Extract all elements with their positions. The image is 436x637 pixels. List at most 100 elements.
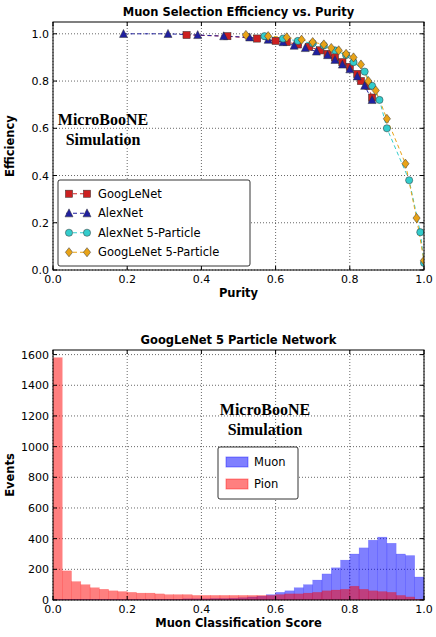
histogram-bar — [405, 556, 414, 600]
histogram-bar — [174, 595, 183, 600]
tick-mark — [53, 350, 54, 354]
histogram-bar — [322, 574, 331, 600]
legend-marker — [65, 229, 72, 236]
y-tick-label: 0.6 — [32, 122, 50, 135]
data-point — [220, 32, 228, 40]
tick-mark — [420, 385, 424, 386]
legend-marker — [65, 248, 72, 257]
histogram-bar — [127, 592, 136, 600]
legend-label: AlexNet — [98, 206, 143, 220]
tick-mark — [420, 446, 424, 447]
data-point — [420, 256, 424, 265]
tick-mark — [127, 350, 128, 354]
histogram-bar — [359, 589, 368, 600]
histogram-bar — [359, 548, 368, 600]
histogram-bar — [109, 591, 118, 600]
legend-marker — [83, 248, 90, 257]
histogram-bar — [378, 592, 387, 600]
histogram-bar — [378, 537, 387, 600]
grid-line — [53, 354, 424, 355]
histogram-bar — [164, 595, 173, 600]
data-point — [350, 53, 357, 62]
legend-label: Muon — [254, 455, 286, 469]
data-point — [402, 159, 409, 168]
histogram-bar — [136, 593, 145, 600]
data-point — [357, 60, 364, 69]
tick-mark — [349, 22, 350, 26]
tick-mark — [53, 538, 57, 539]
data-point — [328, 43, 335, 52]
histogram-bar — [201, 595, 210, 600]
plot-frame — [53, 350, 424, 600]
data-point — [372, 86, 379, 95]
histogram-bar — [72, 582, 81, 600]
tick-mark — [420, 33, 424, 34]
histogram-bar — [192, 595, 201, 600]
histogram-bar — [387, 592, 396, 600]
tick-mark — [53, 81, 57, 82]
histogram-bar — [294, 588, 303, 600]
histogram-bar — [341, 560, 350, 600]
annotation: Simulation — [228, 421, 303, 438]
histogram-bar — [266, 595, 275, 600]
plot-background — [53, 350, 424, 600]
data-point — [320, 40, 327, 49]
legend-marker — [65, 209, 73, 217]
histogram-bar — [350, 586, 359, 600]
histogram-bar — [99, 589, 108, 600]
tick-mark — [53, 415, 57, 416]
x-tick-label: 1.0 — [415, 603, 433, 616]
y-tick-label: 600 — [28, 502, 49, 515]
tick-mark — [420, 81, 424, 82]
y-tick-label: 400 — [28, 533, 49, 546]
y-tick-label: 1400 — [21, 379, 49, 392]
tick-mark — [53, 596, 54, 600]
tick-mark — [424, 350, 425, 354]
y-tick-label: 0.8 — [32, 75, 50, 88]
y-axis-label: Events — [3, 453, 17, 497]
histogram-bar — [350, 554, 359, 600]
data-point — [298, 35, 305, 44]
x-tick-label: 0.8 — [341, 603, 359, 616]
tick-mark — [53, 222, 57, 223]
legend-box — [58, 180, 250, 266]
tick-mark — [201, 22, 202, 26]
annotation: MicroBooNE — [58, 111, 148, 128]
histogram-bar — [90, 588, 99, 600]
tick-mark — [53, 600, 57, 601]
x-tick-label: 0.2 — [118, 603, 136, 616]
x-tick-label: 0.4 — [193, 273, 211, 286]
y-tick-label: 0.0 — [32, 264, 50, 277]
tick-mark — [420, 507, 424, 508]
histogram-bar — [276, 592, 285, 600]
data-point — [272, 37, 279, 44]
tick-mark — [53, 175, 57, 176]
data-point — [342, 49, 349, 58]
tick-mark — [275, 350, 276, 354]
annotation: MicroBooNE — [220, 401, 310, 418]
histogram-bar — [257, 596, 266, 600]
histogram-bar — [313, 580, 322, 600]
y-tick-label: 200 — [28, 563, 49, 576]
data-point — [365, 76, 372, 85]
plot-background — [53, 22, 424, 270]
data-point — [335, 46, 342, 55]
tick-mark — [420, 354, 424, 355]
data-point — [283, 33, 290, 42]
chart-title: GoogLeNet 5 Particle Network — [141, 333, 337, 347]
grid-line — [201, 350, 202, 600]
histogram-bar — [285, 594, 294, 600]
x-axis-label: Purity — [219, 286, 259, 300]
tick-mark — [275, 22, 276, 26]
tick-mark — [201, 266, 202, 270]
tick-mark — [275, 596, 276, 600]
histogram-bar — [294, 594, 303, 600]
data-point — [383, 114, 390, 123]
data-point — [353, 72, 361, 80]
grid-line — [53, 33, 424, 34]
data-point — [338, 60, 346, 68]
data-point — [312, 47, 320, 55]
legend: MuonPion — [218, 447, 298, 499]
data-point — [301, 44, 309, 52]
grid-line — [53, 175, 424, 176]
